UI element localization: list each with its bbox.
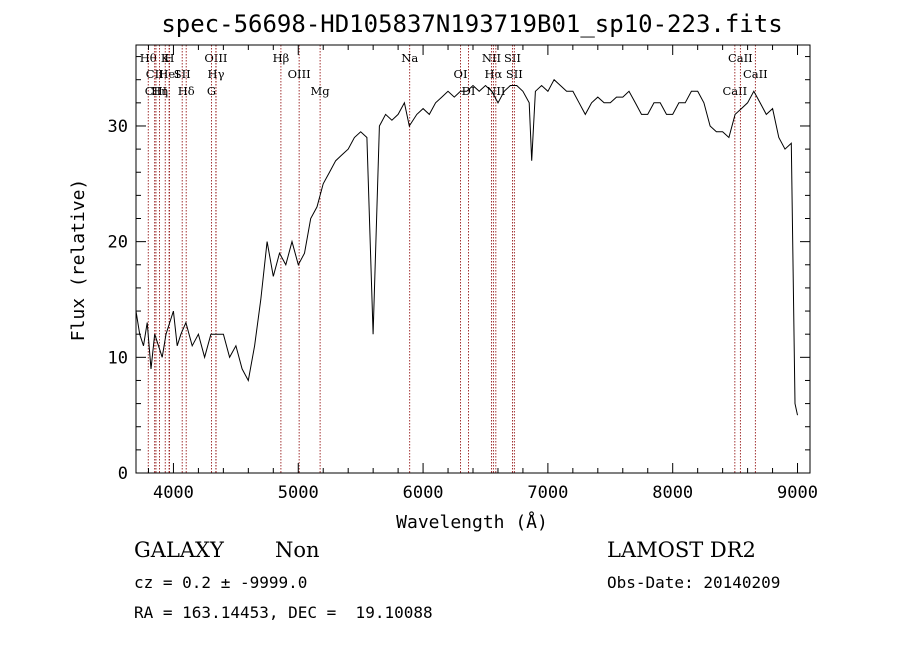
x-tick-label: 9000 (777, 483, 818, 503)
x-tick-label: 5000 (278, 483, 319, 503)
spectral-line-label: OIII (288, 67, 311, 81)
spectral-line-label: Mg (311, 84, 331, 98)
spectral-lines-layer: HθCIICIIIKHeIHηHSIIHδOIIIHγGHβOIIIMgNaOI… (140, 45, 768, 473)
spectral-line-label: NII (482, 51, 501, 65)
spectral-line-label: Hβ (273, 51, 290, 65)
spectral-line-label: Hδ (178, 84, 195, 98)
spectral-line-label: K (161, 51, 170, 65)
spectral-line-label: CaII (728, 51, 753, 65)
y-tick-label: 30 (108, 117, 128, 137)
axis-ticks-layer: 4000 5000 6000 7000 8000 9000 0 10 20 30 (108, 45, 818, 503)
spectral-line-label: SII (174, 67, 191, 81)
spectral-line-label: Hη (151, 84, 168, 98)
spectrum-chart: spec-56698-HD105837N193719B01_sp10-223.f… (68, 10, 818, 533)
x-tick-label: 4000 (153, 483, 194, 503)
x-tick-label: 7000 (527, 483, 568, 503)
spectral-line-label: CaII (722, 84, 747, 98)
spectral-line-label: CIII (145, 84, 167, 98)
x-tick-label: 6000 (403, 483, 444, 503)
spectral-line-label: Hγ (208, 67, 225, 81)
spectral-line-label: SII (506, 67, 523, 81)
x-tick-label: 8000 (652, 483, 693, 503)
y-tick-label: 20 (108, 233, 128, 253)
spectrum-series-layer (135, 78, 798, 416)
redshift-cz: cz = 0.2 ± -9999.0 (134, 573, 308, 592)
spectral-line-label: H (164, 51, 174, 65)
object-class: GALAXY (134, 538, 224, 562)
spectral-line-label: OI (454, 67, 468, 81)
spectral-line-label: Hα (484, 67, 502, 81)
spectral-line-label: HeI (158, 67, 179, 81)
spectral-line-label: G (207, 84, 216, 98)
spectral-line-label: CaII (743, 67, 768, 81)
spectral-line-label: Hθ (140, 51, 157, 65)
spectral-line-label: NII (486, 84, 505, 98)
y-tick-label: 0 (118, 464, 128, 484)
survey-name: LAMOST DR2 (607, 538, 756, 562)
coordinates: RA = 163.14453, DEC = 19.10088 (134, 603, 433, 622)
spectrum-line (135, 78, 798, 416)
chart-title: spec-56698-HD105837N193719B01_sp10-223.f… (161, 10, 782, 38)
spectral-line-label: SII (504, 51, 521, 65)
object-subclass: Non (275, 538, 320, 562)
spectral-line-label: Na (401, 51, 418, 65)
plot-frame (135, 44, 811, 474)
spectral-line-label: DI (462, 84, 476, 98)
x-axis-label: Wavelength (Å) (396, 511, 548, 533)
y-axis-label: Flux (relative) (68, 179, 89, 342)
y-tick-label: 10 (108, 348, 128, 368)
observation-date: Obs-Date: 20140209 (607, 573, 781, 592)
